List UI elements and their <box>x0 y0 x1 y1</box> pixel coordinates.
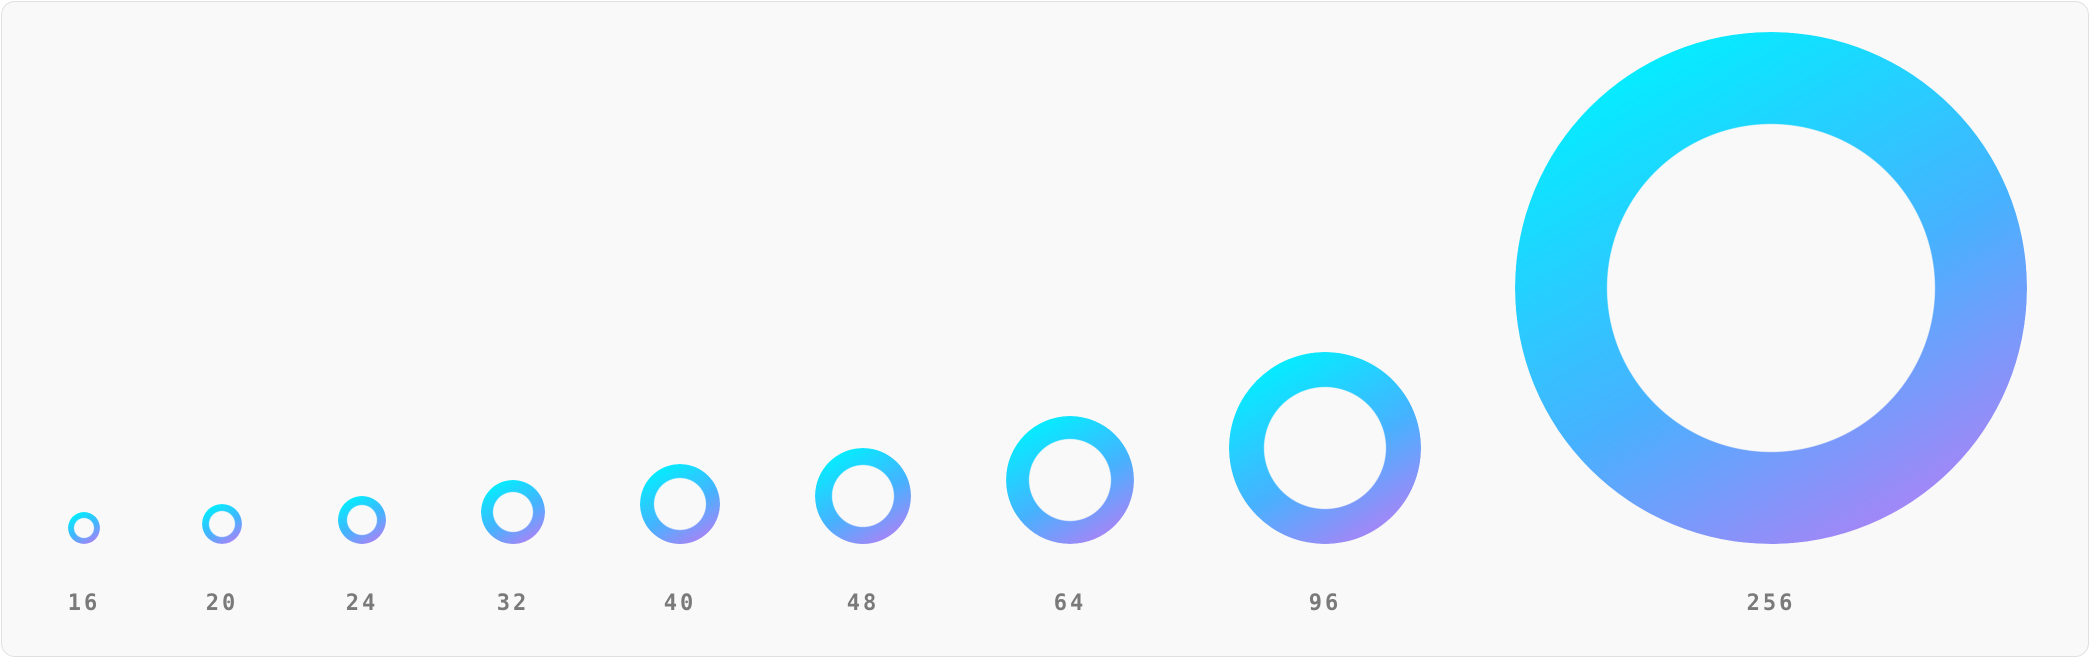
size-label-20: 20 <box>205 591 239 616</box>
size-label-96: 96 <box>1308 591 1342 616</box>
size-label-48: 48 <box>846 591 880 616</box>
size-label-64: 64 <box>1053 591 1087 616</box>
ring-icon-64 <box>1006 416 1134 544</box>
size-label-16: 16 <box>67 591 101 616</box>
size-label-40: 40 <box>663 591 697 616</box>
ring-icon-40 <box>640 464 720 544</box>
size-label-32: 32 <box>496 591 530 616</box>
ring-icon-16 <box>68 512 100 544</box>
ring-icon-24 <box>338 496 386 544</box>
ring-icon-20 <box>202 504 242 544</box>
ring-icon-32 <box>481 480 545 544</box>
ring-icon-256 <box>1515 32 2027 544</box>
size-label-24: 24 <box>345 591 379 616</box>
size-label-256: 256 <box>1746 591 1796 616</box>
ring-icon-96 <box>1229 352 1421 544</box>
ring-icon-48 <box>815 448 911 544</box>
